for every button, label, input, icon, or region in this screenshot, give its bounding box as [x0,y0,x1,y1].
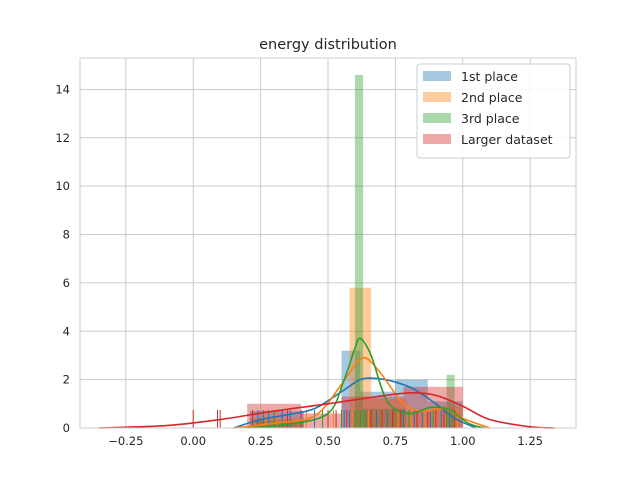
bar-series-2-2 [363,408,407,428]
y-tick-label-7: 14 [55,82,70,96]
legend-label-1: 2nd place [461,90,523,105]
y-tick-label-3: 6 [63,276,70,290]
y-tick-label-6: 12 [55,131,70,145]
x-tick-label-6: 1.25 [517,434,543,448]
y-tick-label-0: 0 [63,421,70,435]
legend-label-0: 1st place [461,69,518,84]
y-tick-label-5: 10 [55,179,70,193]
bar-series-0-1 [341,350,361,428]
bar-series-1-4 [433,406,463,428]
bar-series-2-1 [354,74,364,429]
y-tick-label-2: 4 [63,324,70,338]
legend-swatch-1 [423,92,451,102]
x-tick-label-2: 0.25 [248,434,274,448]
kde-line-series-0 [233,377,477,429]
x-tick-label-5: 1.00 [450,434,476,448]
bar-series-1-3 [406,411,434,428]
x-tick-label-1: 0.00 [180,434,206,448]
x-tick-label-0: −0.25 [108,434,143,448]
kde-line-series-3 [98,392,555,429]
legend-swatch-3 [423,134,451,144]
legend: 1st place 2nd place 3rd place Larger datase… [416,63,571,159]
kde-line-series-2 [247,337,485,429]
x-tick-label-4: 0.75 [383,434,409,448]
y-tick-label-4: 8 [63,228,70,242]
chart-title: energy distribution [259,37,397,53]
x-axis-ticks: −0.25 0.00 0.25 0.50 0.75 1.00 1.25 [108,434,543,448]
y-axis-ticks: 0 2 4 6 8 10 12 14 [55,82,70,435]
bar-series-1-1 [349,287,372,428]
legend-swatch-2 [423,113,451,123]
kde-lines [98,337,555,429]
plot-frame [79,57,577,429]
bar-series-2-0 [255,420,304,428]
y-tick-label-1: 2 [63,373,70,387]
x-tick-label-3: 0.50 [315,434,341,448]
bar-series-3-2 [341,396,404,428]
legend-box [416,63,571,159]
legend-label-2: 3rd place [461,111,520,126]
legend-swatch-0 [423,71,451,81]
legend-label-3: Larger dataset [461,132,553,147]
